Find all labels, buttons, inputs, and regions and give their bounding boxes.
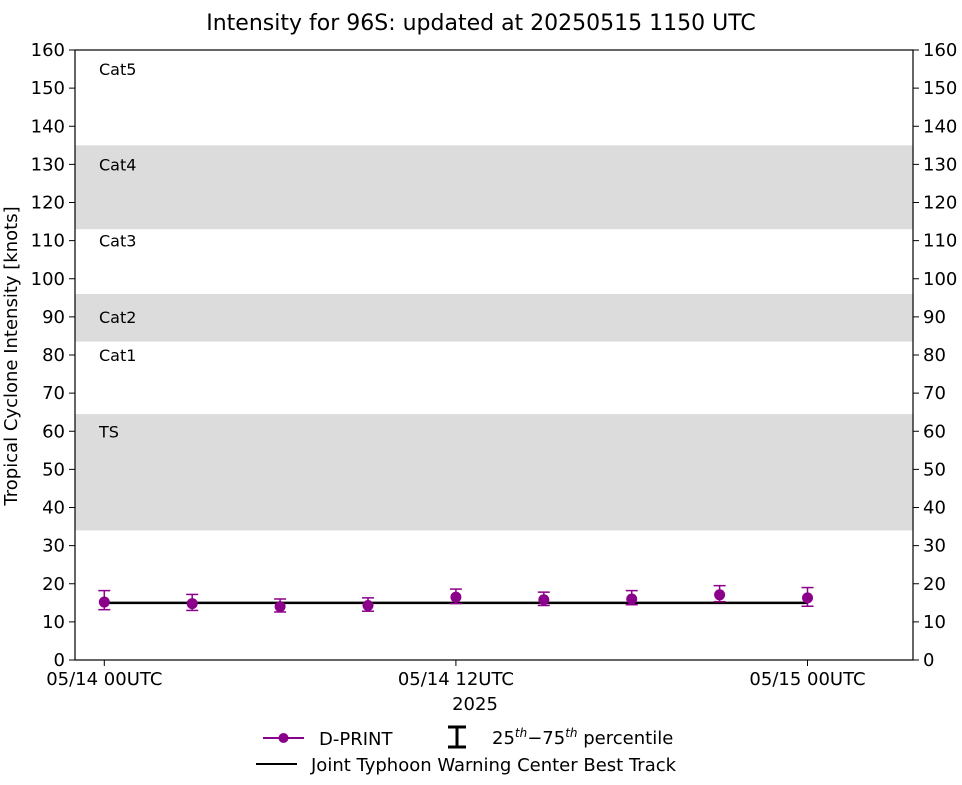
y-tick-label-left: 140: [31, 116, 65, 137]
y-tick-label-right: 80: [923, 345, 946, 366]
y-tick-label-right: 110: [923, 231, 957, 252]
dprint-point: [802, 592, 814, 604]
legend-percentile-errorbar-icon: [448, 725, 466, 749]
y-tick-label-right: 50: [923, 459, 946, 480]
x-tick-label: 05/15 00UTC: [749, 669, 865, 690]
category-label-cat5: Cat5: [99, 60, 136, 79]
y-tick-label-left: 0: [54, 650, 65, 671]
y-tick-label-right: 150: [923, 78, 957, 99]
dprint-point: [98, 596, 110, 608]
category-band-2: [75, 145, 913, 230]
plot-marks: [98, 584, 814, 613]
category-label-cat1: Cat1: [99, 346, 136, 365]
dprint-point: [362, 599, 374, 611]
y-tick-label-right: 120: [923, 193, 957, 214]
dprint-point: [714, 589, 726, 601]
y-tick-label-left: 50: [42, 459, 65, 480]
y-tick-label-right: 140: [923, 116, 957, 137]
y-axis-label: Tropical Cyclone Intensity [knots]: [1, 206, 22, 506]
y-tick-label-left: 30: [42, 536, 65, 557]
y-tick-label-left: 120: [31, 193, 65, 214]
plot-frame: [74, 49, 914, 661]
x-axis: 05/14 00UTC 05/14 12UTC 05/15 00UTC: [46, 660, 866, 690]
y-tick-label-left: 80: [42, 345, 65, 366]
category-band-1: [75, 294, 913, 342]
dprint-point: [626, 593, 638, 605]
category-band-0: [75, 414, 913, 531]
legend: D-PRINT 25th−75th percentile Joint Typho…: [256, 725, 677, 776]
dprint-point: [186, 598, 198, 610]
x-tick-label: 05/14 12UTC: [398, 669, 514, 690]
y-tick-label-left: 40: [42, 498, 65, 519]
category-bands: [75, 145, 913, 531]
dprint-point: [450, 591, 462, 603]
y-tick-label-right: 90: [923, 307, 946, 328]
chart-title: Intensity for 96S: updated at 20250515 1…: [206, 11, 756, 36]
y-tick-label-left: 20: [42, 574, 65, 595]
y-tick-label-left: 70: [42, 383, 65, 404]
y-tick-label-left: 160: [31, 40, 65, 61]
y-tick-label-right: 30: [923, 536, 946, 557]
dprint-point: [538, 594, 550, 606]
category-label-cat2: Cat2: [99, 308, 136, 327]
y-tick-label-left: 150: [31, 78, 65, 99]
y-tick-label-left: 100: [31, 269, 65, 290]
y-tick-label-right: 10: [923, 612, 946, 633]
y-tick-label-right: 160: [923, 40, 957, 61]
y-tick-label-left: 110: [31, 231, 65, 252]
y-axes: 0 0 10 10 20 20 30 30 40 40 50 50 60 60 70 70 80 80 90 90 10…: [31, 40, 958, 671]
y-tick-label-right: 0: [923, 650, 934, 671]
legend-dprint-marker: [278, 733, 289, 743]
y-tick-label-right: 100: [923, 269, 957, 290]
y-tick-label-right: 70: [923, 383, 946, 404]
legend-percentile-label: 25th−75th percentile: [492, 726, 673, 749]
x-axis-label: 2025: [452, 694, 498, 715]
y-tick-label-right: 20: [923, 574, 946, 595]
legend-best-track-label: Joint Typhoon Warning Center Best Track: [310, 755, 677, 776]
dprint-point: [274, 601, 286, 613]
category-label-cat3: Cat3: [99, 232, 136, 251]
y-tick-label-left: 90: [42, 307, 65, 328]
y-tick-label-left: 10: [42, 612, 65, 633]
legend-dprint-label: D-PRINT: [319, 729, 393, 750]
y-tick-label-left: 130: [31, 154, 65, 175]
y-tick-label-left: 60: [42, 421, 65, 442]
y-tick-label-right: 40: [923, 498, 946, 519]
y-tick-label-right: 60: [923, 421, 946, 442]
x-tick-label: 05/14 00UTC: [46, 669, 162, 690]
category-label-ts: TS: [98, 422, 119, 441]
category-label-cat4: Cat4: [99, 155, 136, 174]
category-labels: Cat5 Cat4 Cat3 Cat2 Cat1 TS: [98, 60, 136, 441]
y-tick-label-right: 130: [923, 154, 957, 175]
